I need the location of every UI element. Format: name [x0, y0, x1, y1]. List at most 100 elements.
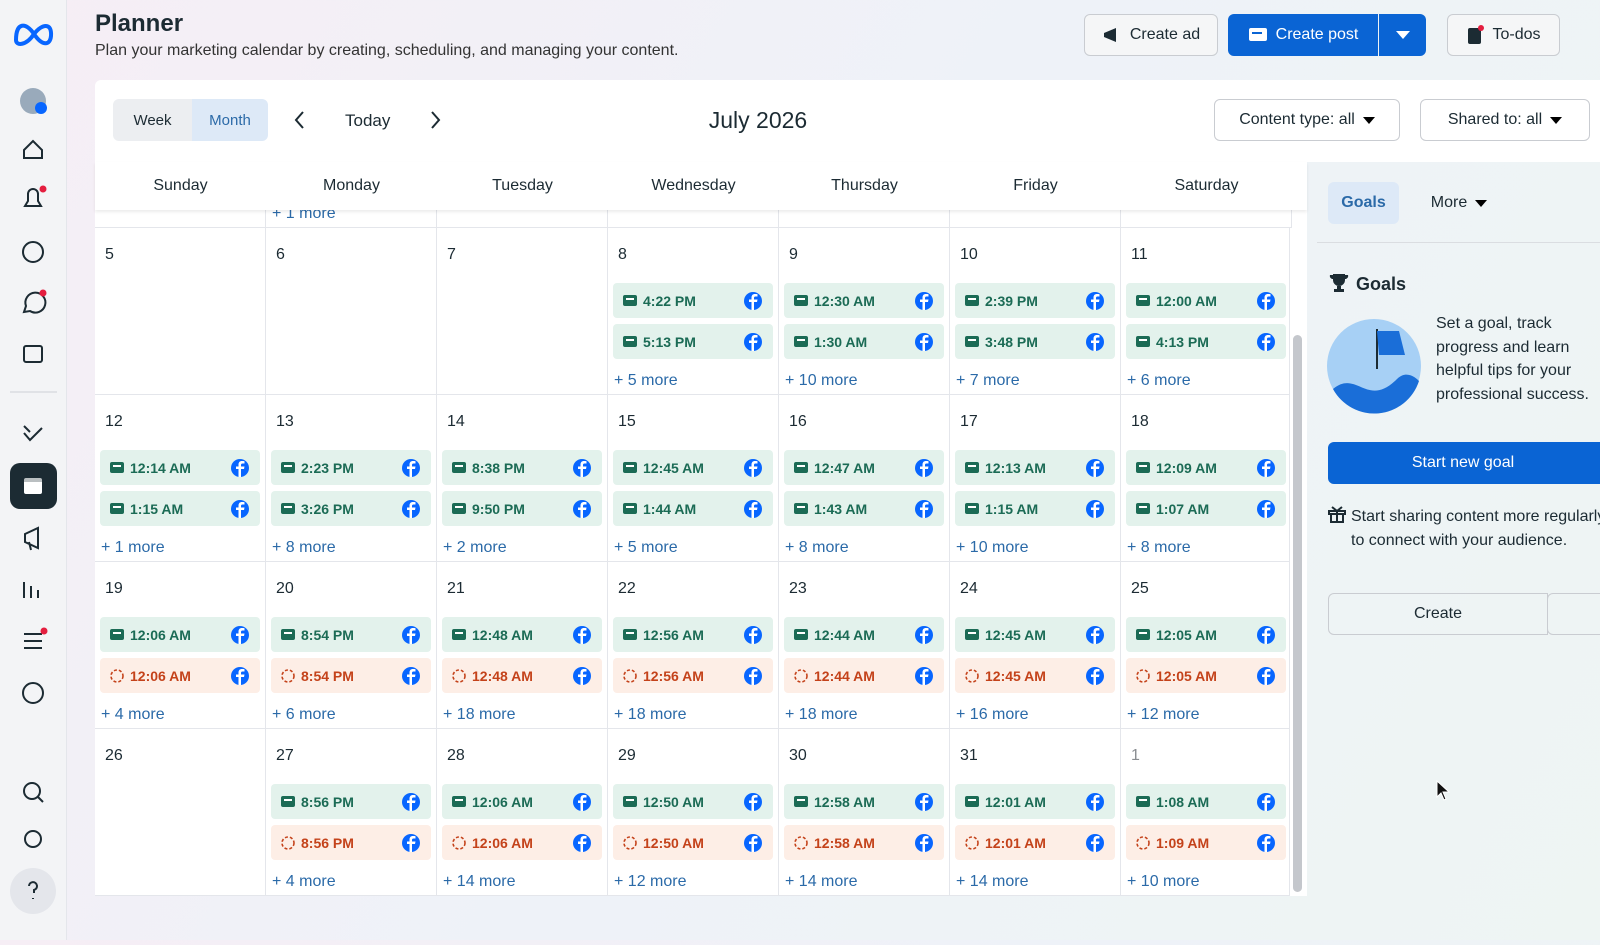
post-chip[interactable]: 12:13 AM [955, 450, 1115, 485]
post-chip[interactable]: 2:39 PM [955, 283, 1115, 318]
post-chip[interactable]: 12:48 AM [442, 617, 602, 652]
post-chip[interactable]: 1:15 AM [955, 491, 1115, 526]
post-chip[interactable]: 9:50 PM [442, 491, 602, 526]
post-chip[interactable]: 12:05 AM [1126, 617, 1286, 652]
more-link[interactable]: + 4 more [101, 706, 165, 723]
post-chip[interactable]: 8:56 PM [271, 825, 431, 860]
create-ad-button[interactable]: Create ad [1084, 14, 1218, 56]
insights-icon[interactable] [23, 582, 39, 598]
post-chip[interactable]: 12:06 AM [100, 617, 260, 652]
post-chip[interactable]: 12:45 AM [955, 658, 1115, 693]
post-chip[interactable]: 12:05 AM [1126, 658, 1286, 693]
more-link[interactable]: + 10 more [1127, 873, 1200, 890]
post-chip[interactable]: 12:58 AM [784, 784, 944, 819]
prev-button[interactable] [292, 110, 308, 130]
post-chip[interactable]: 12:44 AM [784, 658, 944, 693]
post-chip[interactable]: 12:44 AM [784, 617, 944, 652]
post-chip[interactable]: 12:30 AM [784, 283, 944, 318]
search-icon[interactable] [23, 782, 41, 800]
todos-button[interactable]: To-dos [1447, 14, 1560, 56]
create-post-button[interactable]: Create post [1228, 14, 1378, 56]
compass-icon[interactable] [22, 241, 44, 263]
content-type-filter[interactable]: Content type: all [1214, 99, 1400, 141]
post-chip[interactable]: 1:09 AM [1126, 825, 1286, 860]
post-chip[interactable]: 1:44 AM [613, 491, 773, 526]
post-chip[interactable]: 12:47 AM [784, 450, 944, 485]
more-tab[interactable]: More [1419, 182, 1499, 224]
post-chip[interactable]: 12:06 AM [442, 784, 602, 819]
more-link[interactable]: + 2 more [443, 539, 507, 556]
post-chip[interactable]: 4:13 PM [1126, 324, 1286, 359]
more-link[interactable]: + 10 more [785, 372, 858, 389]
post-chip[interactable]: 5:13 PM [613, 324, 773, 359]
post-chip[interactable]: 12:56 AM [613, 617, 773, 652]
more-link[interactable]: + 4 more [272, 873, 336, 890]
post-chip[interactable]: 12:50 AM [613, 825, 773, 860]
post-chip[interactable]: 12:56 AM [613, 658, 773, 693]
more-link[interactable]: + 1 more [272, 210, 336, 222]
post-chip[interactable]: 1:43 AM [784, 491, 944, 526]
more-link[interactable]: + 18 more [614, 706, 687, 723]
post-chip[interactable]: 12:06 AM [442, 825, 602, 860]
post-chip[interactable]: 12:06 AM [100, 658, 260, 693]
bell-icon[interactable] [23, 188, 43, 207]
ads-icon[interactable] [24, 526, 39, 551]
more-link[interactable]: + 7 more [956, 372, 1020, 389]
post-chip[interactable]: 12:50 AM [613, 784, 773, 819]
post-chip[interactable]: 12:58 AM [784, 825, 944, 860]
post-chip[interactable]: 12:45 AM [955, 617, 1115, 652]
post-chip[interactable]: 12:48 AM [442, 658, 602, 693]
more-link[interactable]: + 6 more [1127, 372, 1191, 389]
post-chip[interactable]: 1:30 AM [784, 324, 944, 359]
post-chip[interactable]: 1:07 AM [1126, 491, 1286, 526]
post-chip[interactable]: 1:15 AM [100, 491, 260, 526]
post-chip[interactable]: 8:54 PM [271, 617, 431, 652]
start-goal-button[interactable]: Start new goal [1328, 442, 1600, 484]
post-chip[interactable]: 1:08 AM [1126, 784, 1286, 819]
post-chip[interactable]: 12:01 AM [955, 784, 1115, 819]
month-toggle[interactable]: Month [192, 99, 268, 141]
more-link[interactable]: + 14 more [443, 873, 516, 890]
more-link[interactable]: + 12 more [1127, 706, 1200, 723]
more-link[interactable]: + 18 more [443, 706, 516, 723]
post-chip[interactable]: 2:23 PM [271, 450, 431, 485]
post-chip[interactable]: 8:54 PM [271, 658, 431, 693]
more-link[interactable]: + 1 more [101, 539, 165, 556]
scrollbar[interactable] [1293, 335, 1302, 892]
post-chip[interactable]: 12:00 AM [1126, 283, 1286, 318]
post-chip[interactable]: 12:09 AM [1126, 450, 1286, 485]
create-dropdown[interactable] [1547, 593, 1600, 635]
more-link[interactable]: + 18 more [785, 706, 858, 723]
post-chip[interactable]: 4:22 PM [613, 283, 773, 318]
more-link[interactable]: + 14 more [956, 873, 1029, 890]
post-chip[interactable]: 3:26 PM [271, 491, 431, 526]
more-link[interactable]: + 14 more [785, 873, 858, 890]
today-button[interactable]: Today [345, 111, 391, 130]
goals-tab[interactable]: Goals [1328, 182, 1399, 224]
post-chip[interactable]: 12:45 AM [613, 450, 773, 485]
menu-icon[interactable] [24, 633, 42, 649]
more-link[interactable]: + 12 more [614, 873, 687, 890]
more-link[interactable]: + 8 more [785, 539, 849, 556]
more-link[interactable]: + 6 more [272, 706, 336, 723]
more-link[interactable]: + 16 more [956, 706, 1029, 723]
shared-to-filter[interactable]: Shared to: all [1420, 99, 1590, 141]
money-icon[interactable] [22, 682, 44, 704]
create-post-dropdown[interactable] [1379, 14, 1426, 56]
more-link[interactable]: + 10 more [956, 539, 1029, 556]
post-chip[interactable]: 8:56 PM [271, 784, 431, 819]
tool-icon[interactable] [23, 425, 43, 442]
pages-icon[interactable] [23, 345, 43, 363]
more-link[interactable]: + 8 more [272, 539, 336, 556]
settings-icon[interactable] [24, 830, 42, 848]
week-toggle[interactable]: Week [113, 99, 192, 141]
more-link[interactable]: + 5 more [614, 539, 678, 556]
more-link[interactable]: + 5 more [614, 372, 678, 389]
home-icon[interactable] [23, 139, 43, 159]
more-link[interactable]: + 8 more [1127, 539, 1191, 556]
post-chip[interactable]: 8:38 PM [442, 450, 602, 485]
next-button[interactable] [427, 110, 443, 130]
create-button[interactable]: Create [1328, 593, 1548, 635]
post-chip[interactable]: 12:01 AM [955, 825, 1115, 860]
post-chip[interactable]: 3:48 PM [955, 324, 1115, 359]
